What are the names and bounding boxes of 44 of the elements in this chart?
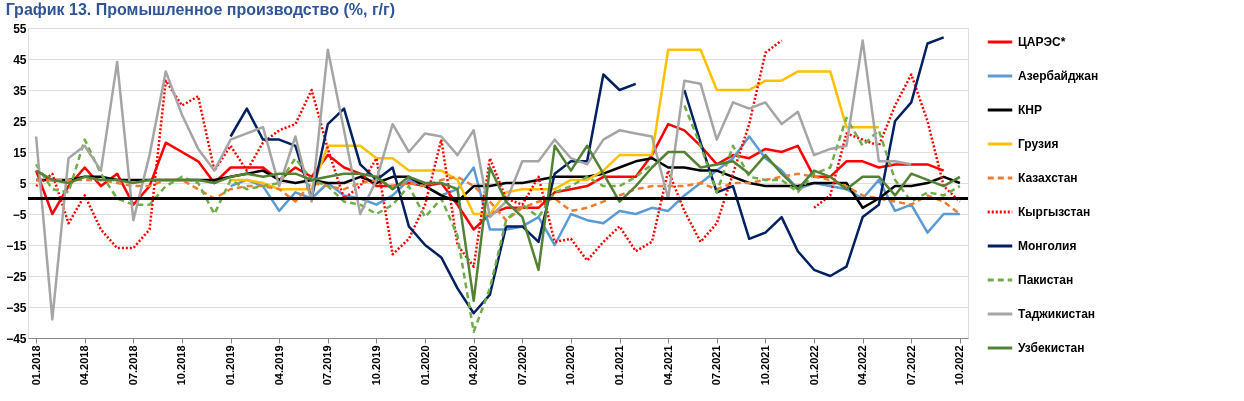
x-tick-label: 04.2020 bbox=[467, 345, 480, 386]
y-tick-label: −25 bbox=[6, 269, 27, 284]
x-tick-label: 01.2020 bbox=[418, 345, 431, 386]
legend-label: Кыргызстан bbox=[1018, 205, 1091, 219]
y-tick-label: −45 bbox=[6, 331, 27, 346]
x-tick-label: 01.2019 bbox=[224, 345, 237, 386]
x-tick-label: 07.2020 bbox=[515, 345, 528, 386]
y-tick-label: 5 bbox=[19, 176, 27, 191]
x-tick-label: 01.2022 bbox=[807, 345, 820, 386]
legend-label: Казахстан bbox=[1018, 171, 1078, 185]
x-tick-label: 10.2021 bbox=[758, 345, 771, 386]
x-tick-label: 10.2022 bbox=[953, 345, 966, 386]
legend-label: Монголия bbox=[1018, 239, 1077, 253]
y-tick-label: 15 bbox=[13, 145, 27, 160]
x-tick-label: 10.2020 bbox=[564, 345, 577, 386]
y-tick-label: 45 bbox=[13, 52, 27, 67]
legend-label: Таджикистан bbox=[1018, 307, 1096, 321]
x-tick-label: 01.2018 bbox=[29, 345, 42, 386]
legend-label: Пакистан bbox=[1018, 273, 1074, 287]
x-tick-label: 04.2021 bbox=[661, 345, 674, 386]
legend-label: Узбекистан bbox=[1018, 341, 1085, 355]
y-tick-label: −15 bbox=[6, 238, 27, 253]
x-tick-label: 07.2022 bbox=[904, 345, 917, 386]
y-tick-label: 55 bbox=[13, 21, 27, 36]
legend-label: ЦАРЭС* bbox=[1018, 35, 1066, 49]
legend-label: Азербайджан bbox=[1018, 69, 1099, 83]
chart-title: График 13. Промышленное производство (%, г/г) bbox=[5, 1, 395, 18]
x-tick-label: 10.2019 bbox=[369, 345, 382, 386]
x-tick-label: 07.2019 bbox=[321, 345, 334, 386]
x-tick-label: 07.2021 bbox=[710, 345, 723, 386]
x-tick-label: 04.2019 bbox=[272, 345, 285, 386]
x-tick-label: 04.2022 bbox=[856, 345, 869, 386]
line-series bbox=[34, 144, 962, 303]
x-tick-label: 10.2018 bbox=[175, 345, 188, 386]
y-tick-label: −35 bbox=[6, 300, 27, 315]
x-tick-label: 07.2018 bbox=[126, 345, 139, 386]
y-tick-label: −5 bbox=[12, 207, 27, 222]
legend-label: Грузия bbox=[1018, 137, 1059, 151]
x-tick-label: 04.2018 bbox=[78, 345, 91, 386]
legend-label: КНР bbox=[1018, 103, 1042, 117]
y-tick-label: 35 bbox=[13, 83, 27, 98]
line-series bbox=[34, 39, 913, 321]
x-tick-label: 01.2021 bbox=[613, 345, 626, 386]
y-tick-label: 25 bbox=[13, 114, 27, 129]
